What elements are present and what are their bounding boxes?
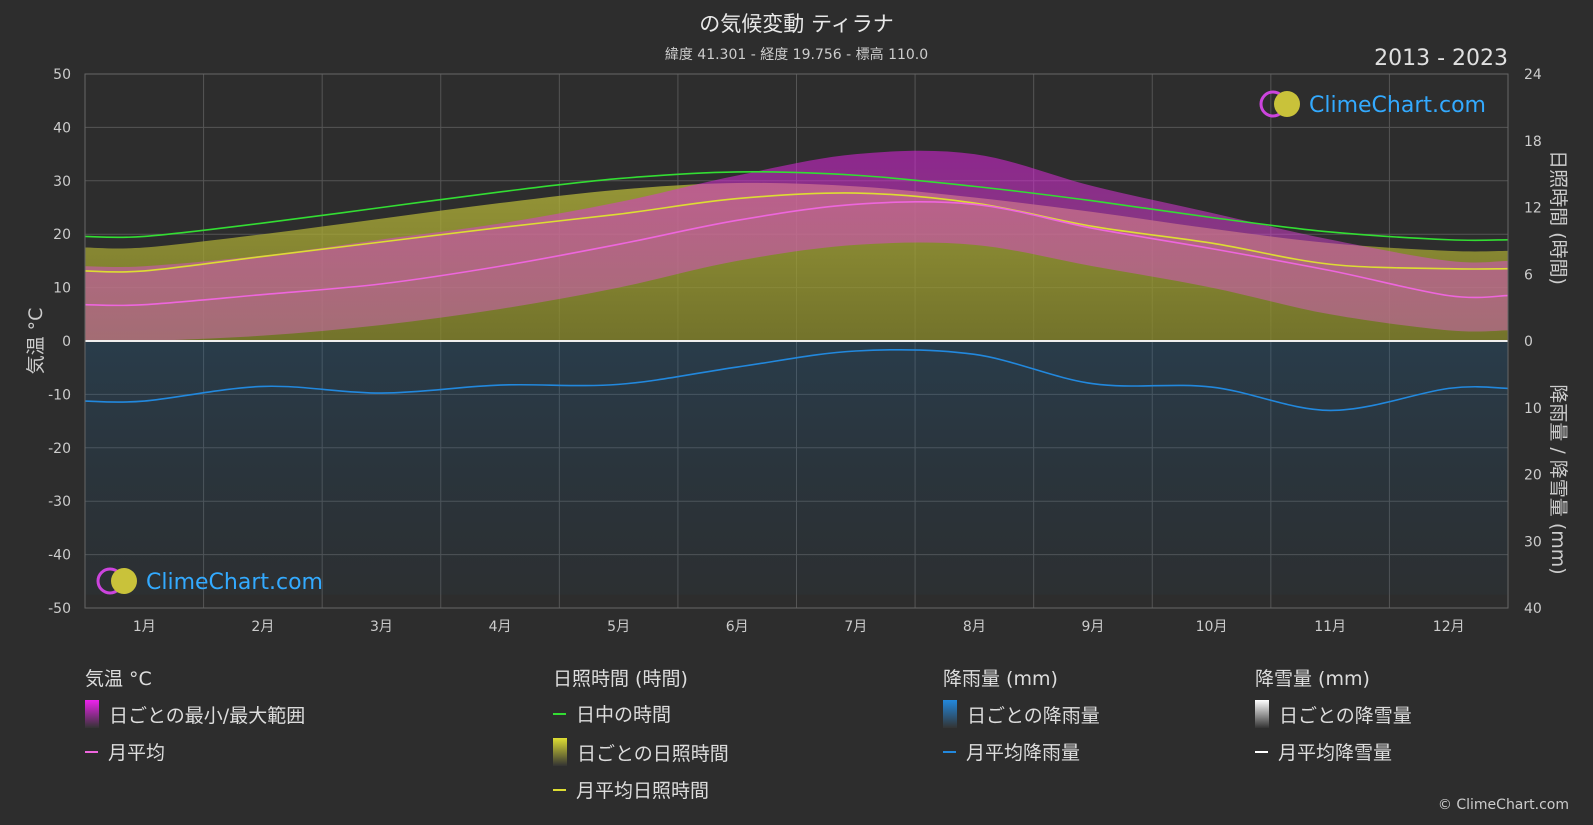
legend-label: 月平均日照時間	[576, 780, 710, 802]
legend-swatch	[943, 700, 957, 728]
axes: 50 40 30 20 10 0 -10 -20 -30 -40 -50 24 18 12 6 0 10 20 30…	[25, 67, 1569, 635]
y-left-tick-label: 10	[53, 281, 71, 297]
x-tick-label: 4月	[489, 619, 512, 635]
legend-item: 月平均降雨量	[943, 738, 1080, 765]
y-right-sun-tick-label: 18	[1524, 134, 1542, 150]
legend-swatch	[1255, 700, 1269, 728]
x-tick-label: 7月	[844, 619, 867, 635]
y-left-tick-label: -30	[48, 494, 71, 510]
plot-border	[84, 73, 1509, 609]
legend-item: 日ごとの日照時間	[553, 738, 729, 766]
legend-swatch	[553, 712, 566, 715]
chart-subtitle: 緯度 41.301 - 経度 19.756 - 標高 110.0	[664, 47, 929, 63]
series-line	[84, 192, 1509, 273]
legend-item: 日ごとの降雪量	[1255, 700, 1412, 728]
legend-label: 日ごとの降雨量	[967, 704, 1100, 727]
legend-label: 日ごとの降雪量	[1279, 704, 1412, 727]
legend-label: 日ごとの日照時間	[577, 742, 729, 765]
data-lines	[84, 170, 1509, 412]
y-left-tick-label: 30	[53, 174, 71, 190]
watermark-bottom: ClimeChart.com	[96, 567, 323, 595]
series-line	[84, 348, 1509, 412]
credit-text: © ClimeChart.com	[1437, 797, 1569, 813]
legend-label: 日中の時間	[576, 704, 672, 726]
x-tick-label: 9月	[1081, 619, 1104, 635]
climate-chart: 50 40 30 20 10 0 -10 -20 -30 -40 -50 24 18 12 6 0 10 20 30…	[25, 67, 1569, 635]
x-tick-label: 8月	[963, 619, 986, 635]
legend-item: 月平均日照時間	[553, 776, 709, 803]
watermark-text: ClimeChart.com	[146, 570, 323, 595]
legend-swatch	[85, 750, 98, 753]
y-right-sun-axis-title: 日照時間 (時間)	[1547, 150, 1569, 285]
legend-item: 月平均降雪量	[1255, 738, 1392, 765]
watermark-sun-icon	[111, 568, 137, 594]
legend-item: 日ごとの降雨量	[943, 700, 1100, 728]
x-tick-label: 11月	[1314, 619, 1346, 635]
y-left-tick-label: -10	[48, 387, 71, 403]
x-tick-label: 3月	[370, 619, 393, 635]
legend-item: 日ごとの最小/最大範囲	[85, 700, 305, 728]
legend-group-title: 降雪量 (mm)	[1255, 668, 1370, 690]
x-tick-label: 12月	[1433, 619, 1465, 635]
legend-group-title: 気温 °C	[85, 668, 152, 690]
legend-swatch	[85, 700, 99, 728]
legend-item: 日中の時間	[553, 700, 671, 727]
y-right-rain-tick-label: 30	[1524, 534, 1542, 550]
y-left-tick-label: 0	[62, 334, 71, 350]
y-right-sun-tick-label: 24	[1524, 67, 1542, 83]
series-line	[84, 200, 1509, 307]
legend-group-title: 日照時間 (時間)	[553, 668, 688, 690]
legend-label: 月平均	[108, 742, 166, 764]
x-tick-label: 10月	[1196, 619, 1228, 635]
y-left-tick-label: 40	[53, 120, 71, 136]
watermark-top: ClimeChart.com	[1259, 90, 1486, 118]
y-left-tick-label: 50	[53, 67, 71, 83]
x-tick-label: 2月	[251, 619, 274, 635]
y-right-rain-tick-label: 40	[1524, 601, 1542, 617]
x-tick-label: 5月	[607, 619, 630, 635]
legend-swatch	[553, 788, 566, 791]
y-right-sun-tick-label: 12	[1524, 201, 1542, 217]
legend-group-title: 降雨量 (mm)	[943, 668, 1058, 690]
chart-title: の気候変動 ティラナ	[699, 12, 894, 36]
x-tick-label: 1月	[133, 619, 156, 635]
legend-item: 月平均	[85, 738, 165, 765]
y-left-tick-label: -40	[48, 548, 71, 564]
y-left-tick-label: 20	[53, 227, 71, 243]
y-right-sun-tick-label: 6	[1524, 267, 1533, 283]
watermarks: ClimeChart.com ClimeChart.com	[96, 90, 1486, 595]
watermark-sun-icon	[1274, 91, 1300, 117]
y-left-axis-title: 気温 °C	[25, 308, 47, 375]
daily-rain-area	[85, 341, 1508, 595]
y-right-sun-tick-label: 0	[1524, 334, 1533, 350]
y-right-rain-tick-label: 10	[1524, 401, 1542, 417]
series-line	[84, 170, 1509, 242]
legend-label: 日ごとの最小/最大範囲	[109, 704, 306, 727]
data-areas	[85, 150, 1508, 595]
x-tick-label: 6月	[726, 619, 749, 635]
y-left-tick-label: -20	[48, 441, 71, 457]
y-right-rain-tick-label: 20	[1524, 468, 1542, 484]
temp-range-band	[85, 150, 1508, 342]
year-range: 2013 - 2023	[1374, 46, 1508, 71]
legend-label: 月平均降雨量	[966, 742, 1081, 764]
y-left-tick-label: -50	[48, 601, 71, 617]
legend-swatch	[943, 750, 956, 753]
legend-swatch	[553, 738, 567, 766]
watermark-text: ClimeChart.com	[1309, 93, 1486, 118]
legend-label: 月平均降雪量	[1278, 742, 1393, 764]
legend-swatch	[1255, 750, 1268, 753]
y-right-rain-axis-title: 降雨量 / 降雪量 (mm)	[1547, 384, 1569, 574]
